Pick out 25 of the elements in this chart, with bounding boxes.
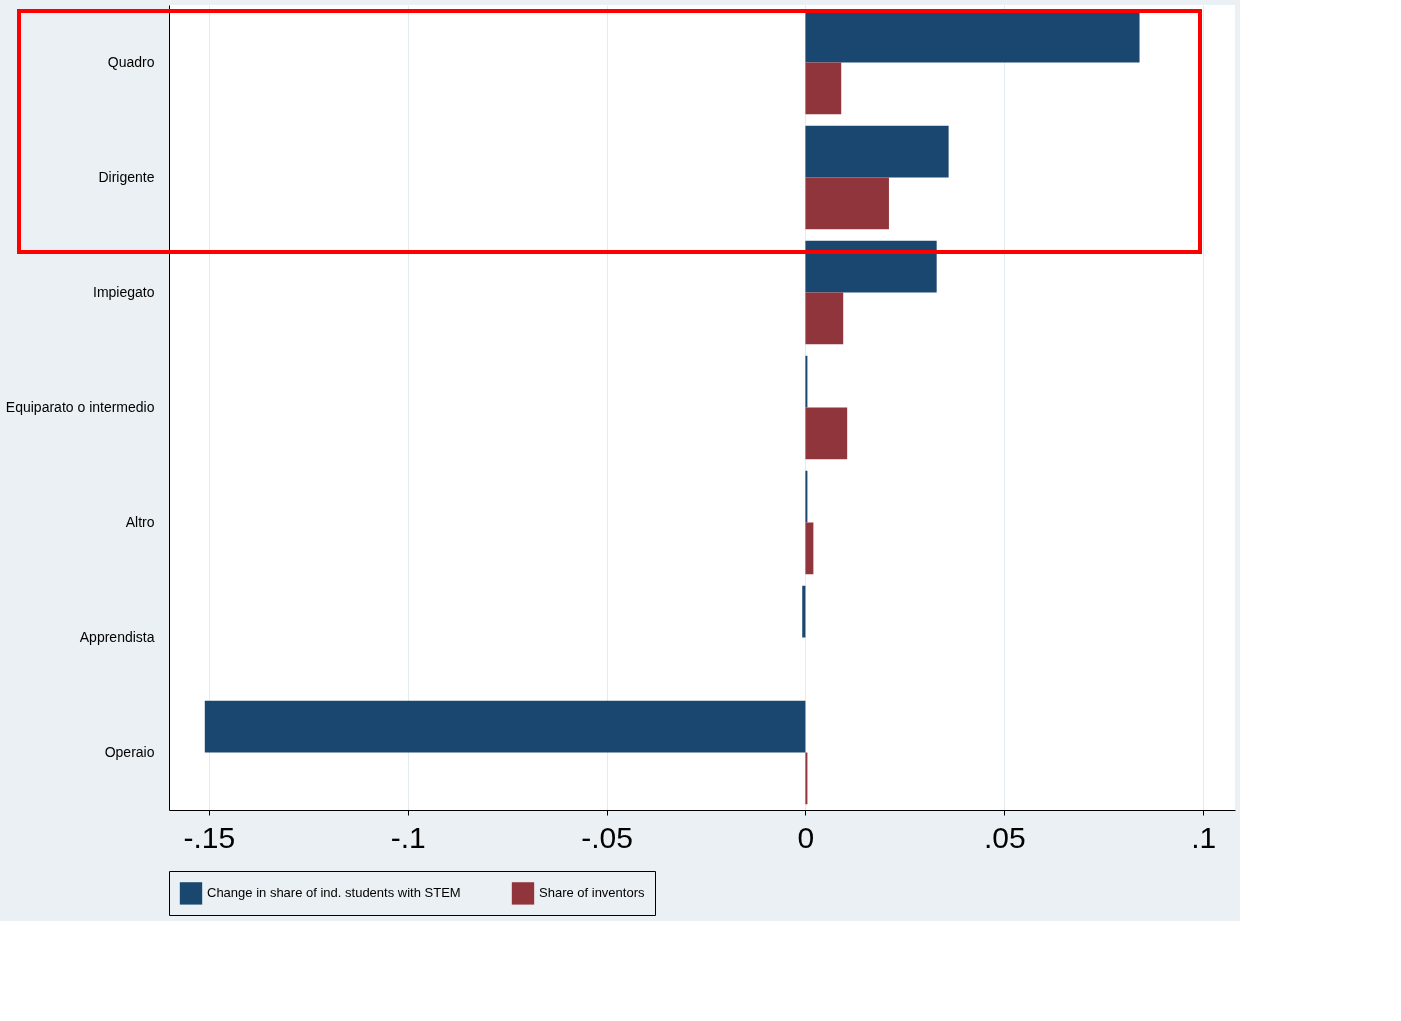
y-tick-label: Operaio xyxy=(104,743,155,760)
y-tick-label: Apprendista xyxy=(79,628,155,645)
y-tick-label: Quadro xyxy=(107,53,155,70)
x-tick-label: -.05 xyxy=(581,820,633,854)
bar xyxy=(805,407,848,460)
y-tick-label: Impiegato xyxy=(93,283,155,300)
x-tick-label: .1 xyxy=(1191,820,1217,854)
bar xyxy=(805,10,1140,63)
bar xyxy=(805,240,937,293)
bar xyxy=(204,700,806,753)
bar xyxy=(805,522,814,575)
x-tick-label: -.15 xyxy=(183,820,236,854)
bar xyxy=(805,177,889,230)
x-tick-label: .05 xyxy=(983,820,1026,854)
bar xyxy=(805,292,844,345)
y-tick-label: Altro xyxy=(125,513,155,530)
legend-label: Change in share of ind. students with STEM xyxy=(207,885,461,901)
y-tick-label: Dirigente xyxy=(98,168,155,185)
bar xyxy=(802,585,806,638)
bar xyxy=(805,62,842,115)
x-tick-label: -.1 xyxy=(390,820,426,854)
y-tick-label: Equiparato o intermedio xyxy=(5,398,155,415)
legend-label: Share of inventors xyxy=(539,885,645,901)
bar xyxy=(805,125,949,178)
x-tick-label: 0 xyxy=(797,820,815,854)
